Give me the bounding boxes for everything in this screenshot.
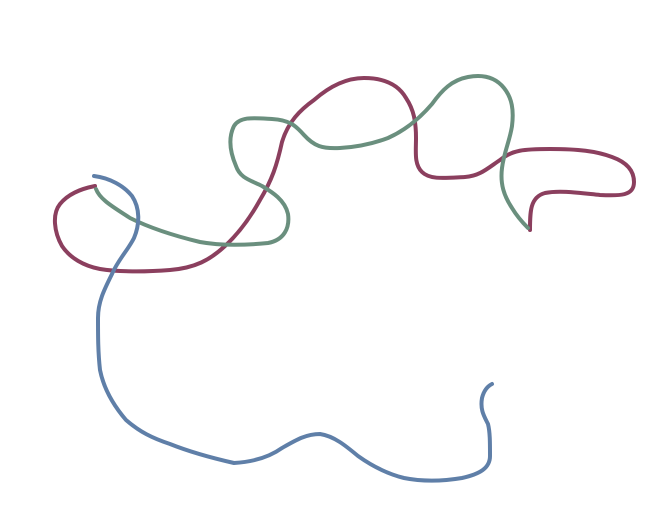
green-stroke <box>94 74 530 247</box>
blue-stroke <box>92 174 494 483</box>
maroon-stroke <box>53 76 636 274</box>
